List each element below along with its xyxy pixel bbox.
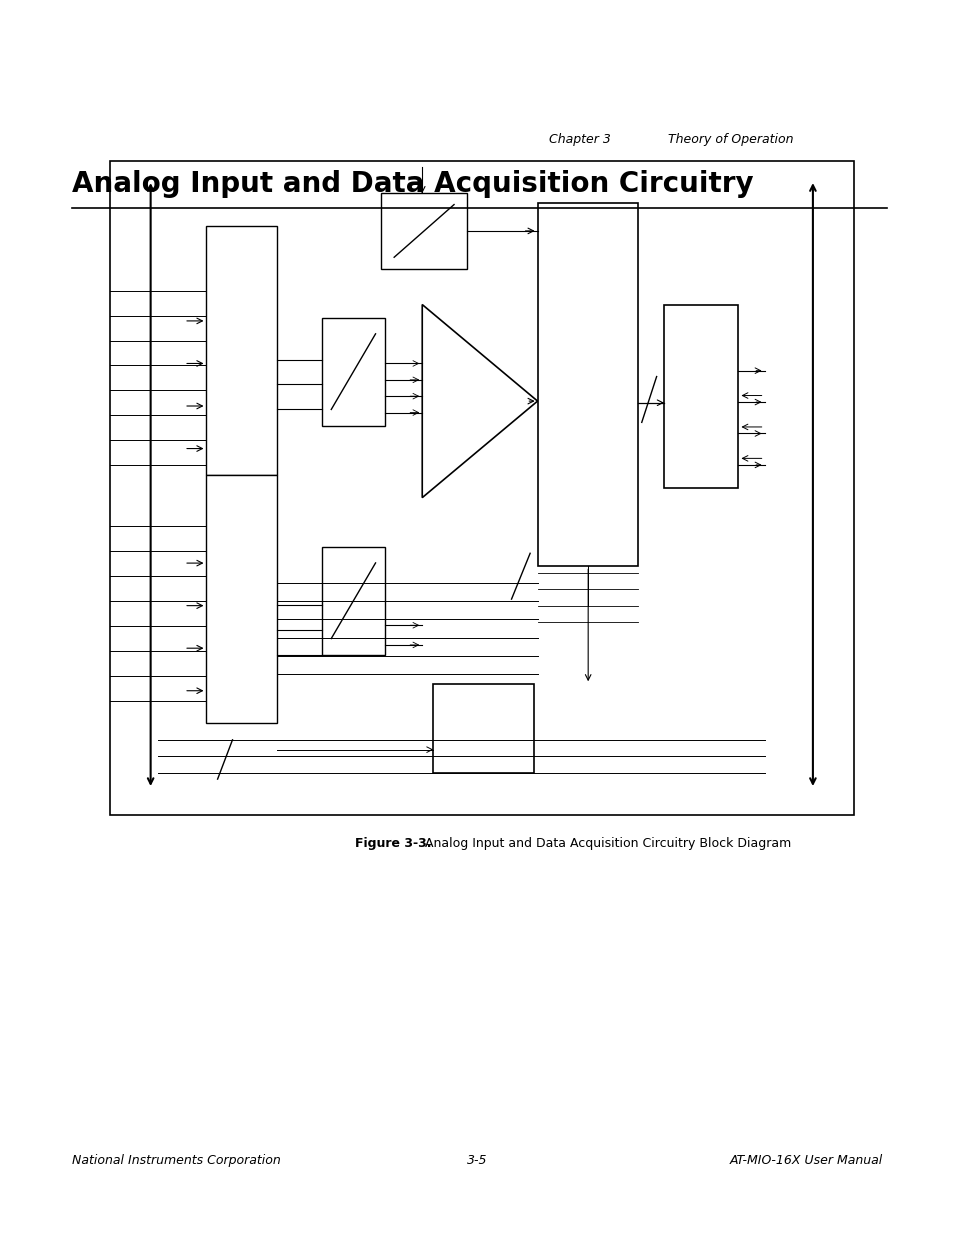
Text: Chapter 3: Chapter 3 — [548, 132, 610, 146]
Text: 3-5: 3-5 — [466, 1153, 487, 1167]
Text: National Instruments Corporation: National Instruments Corporation — [71, 1153, 280, 1167]
Bar — [110, 161, 853, 815]
Bar — [537, 203, 638, 567]
Bar — [381, 193, 466, 268]
Text: Theory of Operation: Theory of Operation — [667, 132, 793, 146]
Bar — [206, 226, 276, 474]
Text: Analog Input and Data Acquisition Circuitry Block Diagram: Analog Input and Data Acquisition Circui… — [416, 837, 791, 850]
Bar — [206, 474, 276, 724]
Text: Figure 3-3.: Figure 3-3. — [355, 837, 432, 850]
Bar — [321, 547, 385, 655]
Text: AT-MIO-16X User Manual: AT-MIO-16X User Manual — [728, 1153, 882, 1167]
Polygon shape — [422, 305, 537, 498]
Text: Analog Input and Data Acquisition Circuitry: Analog Input and Data Acquisition Circui… — [71, 169, 752, 198]
Bar — [321, 317, 385, 426]
Bar — [663, 305, 738, 488]
Bar — [433, 684, 534, 773]
